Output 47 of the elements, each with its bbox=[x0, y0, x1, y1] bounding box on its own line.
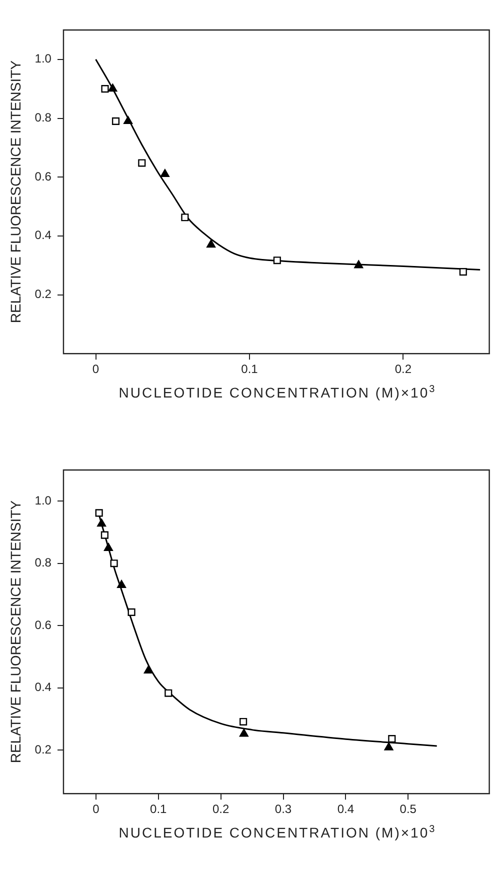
point bbox=[128, 608, 136, 616]
point bbox=[138, 159, 146, 167]
y-tick-label: 0.8 bbox=[34, 110, 52, 125]
y-tick-label: 0.6 bbox=[34, 169, 52, 184]
point bbox=[97, 518, 106, 527]
x-axis-title: NUCLEOTIDE CONCENTRATION (M)×10$^{3}$ bbox=[118, 824, 438, 841]
point bbox=[112, 117, 120, 125]
x-tick-label: 0.2 bbox=[394, 362, 412, 376]
y-tick-label: 0.2 bbox=[34, 287, 52, 302]
point bbox=[384, 742, 394, 750]
point bbox=[273, 256, 281, 264]
point bbox=[101, 85, 109, 93]
point bbox=[388, 735, 396, 743]
point bbox=[108, 84, 118, 92]
point bbox=[124, 116, 133, 124]
y-tick-label: 1.0 bbox=[34, 493, 52, 508]
point bbox=[110, 560, 118, 568]
point bbox=[459, 268, 467, 276]
point bbox=[206, 240, 216, 248]
x-tick-label: 0.4 bbox=[337, 802, 354, 816]
point bbox=[95, 509, 103, 517]
point bbox=[239, 728, 248, 737]
x-tick-label: 0.2 bbox=[212, 802, 230, 816]
y-tick-label: 0.6 bbox=[34, 618, 52, 632]
point bbox=[160, 169, 170, 177]
x-tick-label: 0 bbox=[92, 362, 100, 376]
point bbox=[354, 260, 364, 268]
x-tick-label: 0.5 bbox=[400, 802, 417, 816]
point bbox=[144, 666, 153, 674]
y-tick-label: 0.2 bbox=[34, 742, 52, 756]
x-tick-label: 0.3 bbox=[274, 802, 292, 816]
y-axis-title: RELATIVE FLUORESCENCE INTENSITY bbox=[7, 500, 24, 764]
point bbox=[104, 543, 113, 551]
point bbox=[164, 689, 172, 697]
y-tick-label: 1.0 bbox=[34, 52, 52, 66]
x-tick-label: 0 bbox=[92, 802, 100, 816]
point bbox=[181, 214, 189, 222]
point bbox=[240, 718, 248, 726]
y-tick-label: 0.4 bbox=[34, 680, 52, 694]
y-tick-label: 0.4 bbox=[34, 228, 52, 242]
point bbox=[100, 531, 108, 539]
y-axis-title: RELATIVE FLUORESCENCE INTENSITY bbox=[7, 60, 24, 324]
x-tick-label: 0.1 bbox=[241, 362, 258, 376]
point bbox=[117, 580, 126, 588]
y-tick-label: 0.8 bbox=[34, 556, 52, 570]
x-axis-title: NUCLEOTIDE CONCENTRATION (M)×10$^{3}$ bbox=[118, 384, 438, 401]
x-tick-label: 0.1 bbox=[150, 802, 168, 816]
